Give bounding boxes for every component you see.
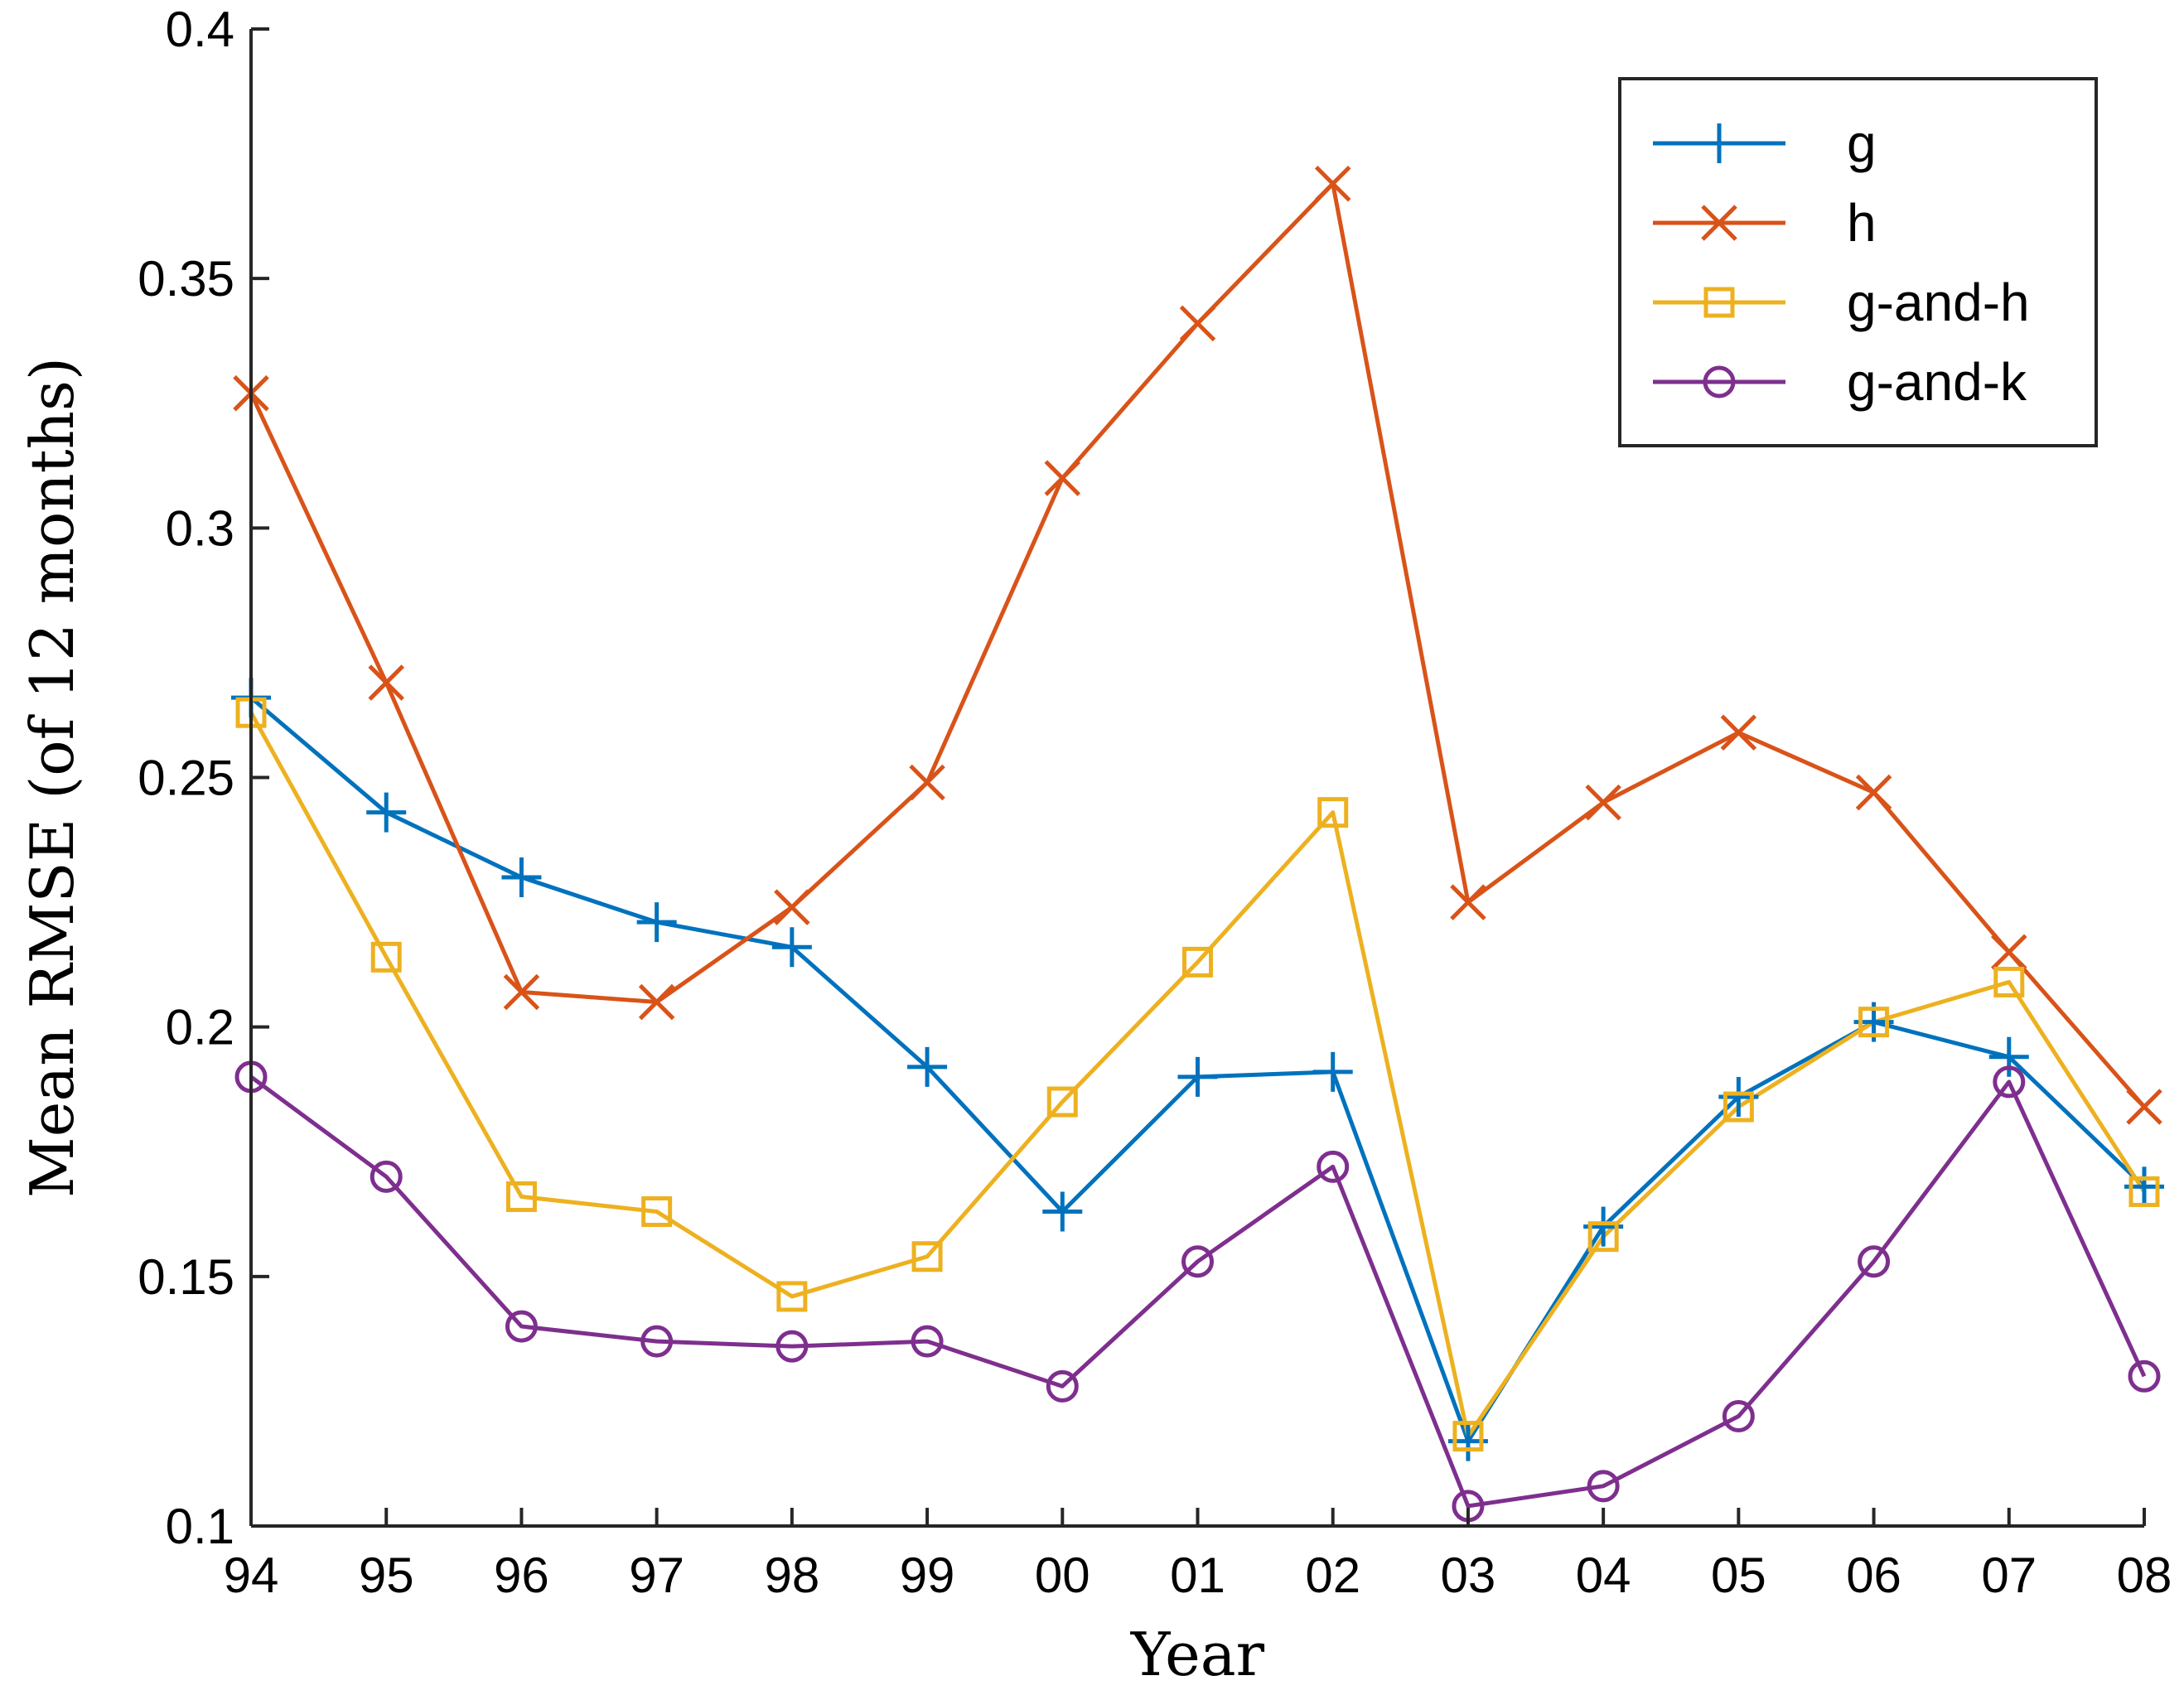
- data-point-g-98: [771, 927, 812, 968]
- x-tick-label: 06: [1846, 1548, 1901, 1603]
- data-point-g-95: [366, 792, 407, 833]
- data-point-g-and-k-98: [776, 1330, 809, 1363]
- series-markers: [231, 165, 2164, 1523]
- y-axis-title: Mean RMSE (of 12 months): [17, 357, 87, 1198]
- data-point-h-96: [503, 973, 540, 1011]
- x-tick-label: 05: [1711, 1548, 1766, 1603]
- legend-label-g-and-h: g-and-h: [1847, 273, 2030, 332]
- data-point-g-and-h-02: [1317, 797, 1349, 828]
- legend-label-g-and-k: g-and-k: [1847, 352, 2027, 412]
- data-point-h-03: [1450, 884, 1486, 920]
- data-point-h-00: [1044, 460, 1081, 496]
- legend-marker-g-and-h: [1703, 287, 1735, 318]
- x-tick-label: 02: [1305, 1548, 1360, 1603]
- data-point-g-and-k-08: [2128, 1359, 2161, 1393]
- x-axis-title: Year: [1130, 1620, 1265, 1689]
- data-point-g-07: [1988, 1036, 2029, 1077]
- data-point-h-98: [774, 889, 810, 925]
- data-point-g-and-k-02: [1317, 1150, 1350, 1183]
- data-point-g-and-k-99: [911, 1325, 944, 1358]
- data-point-g-and-k-95: [370, 1160, 403, 1193]
- data-point-g-and-k-01: [1181, 1245, 1214, 1278]
- data-point-g-and-h-96: [505, 1181, 537, 1212]
- x-tick-label: 03: [1441, 1548, 1496, 1603]
- data-point-g-and-h-08: [2128, 1176, 2160, 1207]
- data-point-g-and-h-98: [776, 1281, 808, 1312]
- data-point-g-and-h-07: [1993, 966, 2025, 997]
- data-point-g-and-h-03: [1452, 1421, 1484, 1452]
- data-point-h-95: [368, 664, 404, 701]
- data-point-g-and-k-04: [1587, 1470, 1620, 1503]
- legend-label-g: g: [1847, 113, 1877, 173]
- data-point-g-and-k-00: [1046, 1369, 1079, 1403]
- legend-marker-g: [1699, 123, 1739, 163]
- data-point-g-97: [636, 902, 677, 943]
- data-point-g-and-h-06: [1858, 1007, 1890, 1038]
- x-tick-label: 07: [1981, 1548, 2037, 1603]
- data-point-g-and-k-97: [640, 1325, 674, 1358]
- data-point-g-and-h-05: [1723, 1091, 1754, 1123]
- data-point-h-08: [2126, 1089, 2162, 1125]
- y-tick-label: 0.1: [166, 1499, 234, 1554]
- legend-box: [1618, 77, 2098, 447]
- data-point-g-and-h-95: [370, 941, 402, 973]
- data-point-g-and-h-00: [1046, 1086, 1078, 1118]
- y-tick-label: 0.2: [166, 1000, 234, 1055]
- data-point-g-and-k-06: [1858, 1245, 1891, 1278]
- data-point-g-and-h-01: [1182, 946, 1213, 978]
- x-tick-label: 01: [1170, 1548, 1225, 1603]
- data-point-g-01: [1177, 1056, 1218, 1097]
- data-point-g-00: [1042, 1191, 1083, 1232]
- data-point-h-02: [1314, 165, 1351, 202]
- x-tick-label: 04: [1576, 1548, 1631, 1603]
- y-tick-label: 0.3: [166, 500, 234, 556]
- y-ticks: 0.1 0.15 0.2 0.25 0.3 0.35 0.4: [138, 2, 269, 1554]
- x-tick-label: 00: [1035, 1548, 1090, 1603]
- legend-label-h: h: [1847, 193, 1877, 253]
- data-point-h-97: [638, 983, 675, 1021]
- data-point-g-02: [1312, 1051, 1353, 1092]
- x-tick-label: 08: [2117, 1548, 2172, 1603]
- x-tick-label: 98: [764, 1548, 819, 1603]
- x-tick-label: 95: [359, 1548, 414, 1603]
- y-tick-label: 0.35: [138, 251, 234, 307]
- y-tick-label: 0.15: [138, 1249, 234, 1305]
- data-point-h-07: [1991, 934, 2027, 971]
- data-point-g-and-k-96: [505, 1310, 538, 1343]
- data-point-h-05: [1720, 714, 1757, 751]
- y-tick-label: 0.25: [138, 751, 234, 806]
- x-tick-label: 94: [224, 1548, 279, 1603]
- data-point-g-and-h-99: [911, 1241, 943, 1272]
- x-tick-label: 96: [494, 1548, 549, 1603]
- y-tick-label: 0.4: [166, 2, 234, 57]
- data-point-g-and-h-04: [1587, 1221, 1619, 1253]
- data-point-g-and-k-07: [1993, 1065, 2026, 1099]
- legend-marker-h: [1701, 205, 1737, 241]
- x-tick-label: 97: [629, 1548, 684, 1603]
- data-point-g-and-k-05: [1722, 1399, 1755, 1432]
- data-point-h-06: [1855, 774, 1892, 811]
- series-line-g-and-k: [249, 1074, 2147, 1509]
- series-line-g-and-h: [249, 711, 2147, 1439]
- data-point-h-01: [1179, 305, 1216, 342]
- x-ticks: 94 95 96 97 98 99 00 01 02 03 04 05 06 07 08: [224, 1508, 2172, 1603]
- data-point-g-96: [501, 857, 542, 897]
- x-tick-label: 99: [900, 1548, 955, 1603]
- legend: gh g-and-h g-and-k: [1618, 77, 2098, 447]
- data-point-g-99: [907, 1046, 948, 1087]
- legend-marker-g-and-k: [1703, 365, 1736, 398]
- data-point-g-and-h-97: [641, 1196, 673, 1228]
- data-point-h-04: [1585, 784, 1621, 821]
- data-point-h-99: [909, 764, 945, 801]
